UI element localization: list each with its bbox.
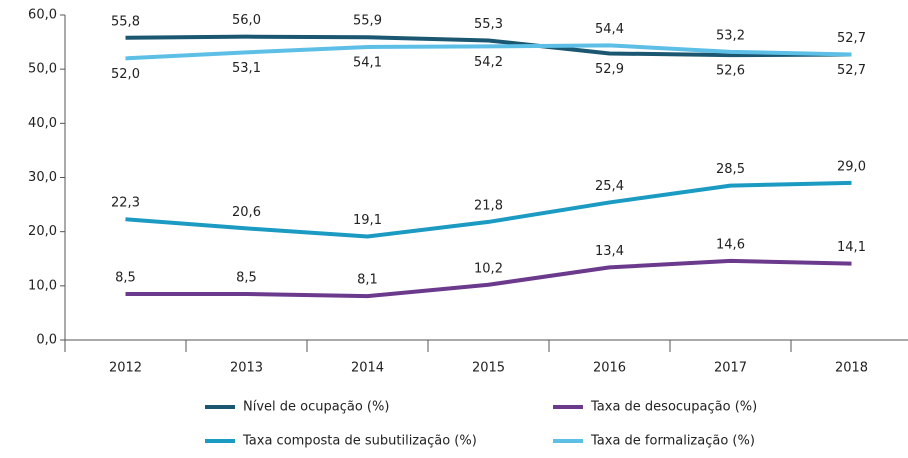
data-label: 25,4	[595, 179, 624, 194]
x-tick-label: 2014	[351, 361, 384, 376]
data-label: 54,4	[595, 22, 624, 37]
data-label: 56,0	[232, 13, 261, 28]
y-tick-label: 40,0	[28, 116, 57, 131]
data-label: 28,5	[716, 162, 745, 177]
data-label: 53,2	[716, 28, 745, 43]
series-line	[125, 180, 852, 239]
data-label: 52,7	[837, 63, 866, 78]
x-tick-label: 2018	[835, 361, 868, 376]
y-tick-label: 50,0	[28, 62, 57, 77]
legend-label: Nível de ocupação (%)	[243, 400, 389, 415]
data-label: 21,8	[474, 198, 503, 213]
y-tick-label: 30,0	[28, 170, 57, 185]
data-label: 22,3	[111, 196, 140, 211]
legend-label: Taxa composta de subutilização (%)	[242, 434, 477, 449]
series-line	[125, 34, 852, 58]
legend-label: Taxa de desocupação (%)	[590, 400, 757, 415]
data-label: 10,2	[474, 261, 503, 276]
series-line	[125, 43, 852, 61]
x-tick-label: 2016	[593, 361, 626, 376]
y-tick-label: 60,0	[28, 8, 57, 23]
y-tick-label: 0,0	[36, 333, 57, 348]
data-label: 52,0	[111, 67, 140, 82]
data-label: 54,2	[474, 55, 503, 70]
data-label: 14,6	[716, 237, 745, 252]
y-tick-label: 20,0	[28, 224, 57, 239]
data-label: 14,1	[837, 240, 866, 255]
x-tick-label: 2015	[472, 361, 505, 376]
data-label: 52,9	[595, 62, 624, 77]
x-tick-label: 2012	[109, 361, 142, 376]
x-tick-label: 2017	[714, 361, 747, 376]
data-label: 55,9	[353, 14, 382, 29]
data-label: 13,4	[595, 244, 624, 259]
data-label: 55,3	[474, 17, 503, 32]
data-label: 54,1	[353, 55, 382, 70]
y-tick-label: 10,0	[28, 278, 57, 293]
x-tick-label: 2013	[230, 361, 263, 376]
data-label: 8,1	[357, 273, 378, 288]
data-label: 53,1	[232, 61, 261, 76]
data-label: 29,0	[837, 159, 866, 174]
data-label: 55,8	[111, 14, 140, 29]
data-label: 20,6	[232, 205, 261, 220]
series-line	[125, 258, 852, 299]
legend-label: Taxa de formalização (%)	[590, 434, 755, 449]
data-label: 19,1	[353, 213, 382, 228]
data-label: 8,5	[236, 270, 257, 285]
data-label: 52,7	[837, 31, 866, 46]
data-label: 8,5	[115, 270, 136, 285]
data-label: 52,6	[716, 64, 745, 79]
